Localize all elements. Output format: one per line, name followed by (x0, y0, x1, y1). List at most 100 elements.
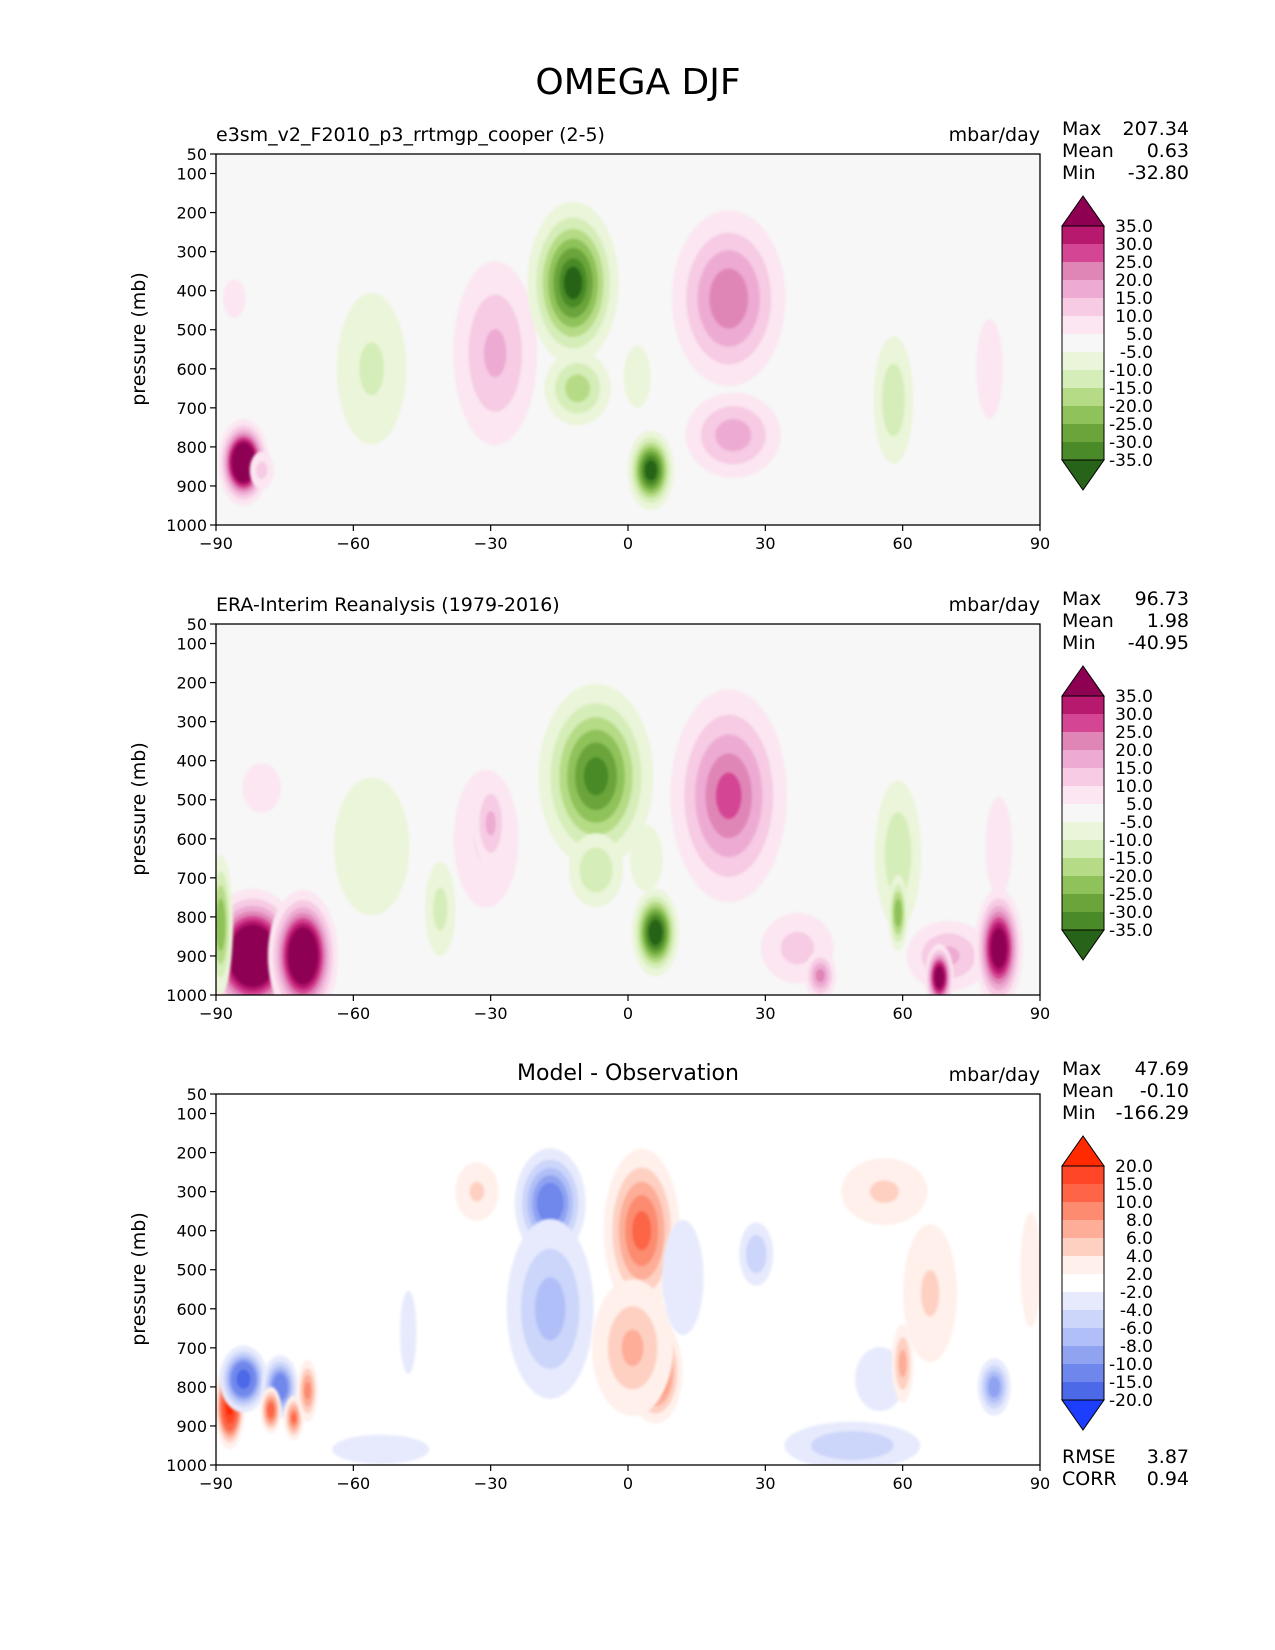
y-tick-label: 100 (176, 635, 207, 654)
y-tick-label: 200 (176, 674, 207, 693)
colorbar-segment (1062, 352, 1104, 370)
positive-anomaly-cell (223, 279, 246, 318)
contour-core (993, 826, 1005, 867)
contour-core (217, 909, 224, 941)
colorbar-tick-label: 15.0 (1115, 759, 1153, 779)
contour-core (936, 971, 942, 984)
positive-anomaly-cell (974, 888, 1023, 995)
panel-title: ERA-Interim Reanalysis (1979-2016) (216, 594, 560, 616)
colorbar-tick-label: -35.0 (1109, 921, 1153, 941)
contour-core (542, 1192, 558, 1215)
colorbar-tick-label: 10.0 (1115, 307, 1153, 327)
colorbar-tick-label: 4.0 (1126, 1247, 1153, 1267)
x-tick-label: 0 (623, 1004, 633, 1023)
colorbar-tick-label: 2.0 (1126, 1265, 1153, 1285)
positive-anomaly-cell (455, 1162, 499, 1221)
colorbar-tick-label: 30.0 (1115, 235, 1153, 255)
positive-anomaly-cell (985, 796, 1013, 897)
contour-core (834, 1439, 871, 1452)
x-tick-label: 60 (892, 1474, 912, 1493)
colorbar-tick-label: 10.0 (1115, 777, 1153, 797)
x-tick-label: −90 (199, 1004, 233, 1023)
stat-label: Mean (1062, 140, 1114, 162)
negative-anomaly-cell (527, 201, 619, 364)
x-tick-label: 90 (1030, 534, 1050, 553)
negative-anomaly-cell (337, 293, 407, 445)
colorbar-extend-max (1061, 195, 1105, 227)
negative-anomaly-cell (875, 780, 922, 929)
colorbar-segment (1062, 894, 1104, 912)
colorbar-tick-label: 8.0 (1126, 1211, 1153, 1231)
negative-anomaly-cell (400, 1290, 417, 1374)
y-tick-label: 700 (176, 1339, 207, 1358)
negative-anomaly-cell (977, 1358, 1011, 1416)
contour-core (633, 1213, 650, 1249)
contour-core (721, 424, 746, 446)
contour-core (888, 382, 899, 418)
x-tick-label: −30 (474, 1004, 508, 1023)
colorbar-segment (1062, 244, 1104, 262)
colorbar-tick-label: -15.0 (1109, 379, 1153, 399)
positive-anomaly-cell (267, 889, 339, 995)
colorbar-segment (1062, 840, 1104, 858)
colorbar-tick-label: 5.0 (1126, 325, 1153, 345)
contour-core (631, 363, 643, 390)
stats-block: Max 47.69 Mean -0.10 Min -166.29 (1062, 1058, 1189, 1124)
colorbar-segment (1062, 1238, 1104, 1256)
stat-label: Max (1062, 118, 1101, 140)
y-tick-label: 300 (176, 713, 207, 732)
positive-anomaly-cell (670, 689, 787, 903)
contour-core (588, 860, 604, 880)
plot-area (215, 153, 1041, 526)
stat-value: 0.94 (1147, 1468, 1189, 1490)
contour-core (673, 1252, 692, 1303)
y-tick-label: 50 (187, 1085, 207, 1104)
stat-label: Mean (1062, 610, 1114, 632)
colorbar-tick-label: 15.0 (1115, 289, 1153, 309)
colorbar-tick-label: -30.0 (1109, 433, 1153, 453)
colorbar: 20.015.010.08.06.04.02.0-2.0-4.0-6.0-8.0… (1061, 1135, 1153, 1431)
colorbar-tick-label: -25.0 (1109, 885, 1153, 905)
stat-value: 0.63 (1147, 140, 1189, 162)
contour-core (486, 811, 496, 836)
stat-label: Min (1062, 632, 1096, 654)
stat-value: 47.69 (1135, 1058, 1189, 1080)
contour-core (469, 1181, 485, 1202)
y-tick-label: 600 (176, 360, 207, 379)
colorbar-tick-label: -2.0 (1120, 1283, 1153, 1303)
colorbar-segment (1062, 280, 1104, 298)
colorbar-tick-label: 30.0 (1115, 705, 1153, 725)
y-axis-label: pressure (mb) (128, 742, 150, 876)
stat-label: Min (1062, 162, 1096, 184)
y-tick-label: 900 (176, 1417, 207, 1436)
positive-anomaly-cell (804, 951, 837, 995)
x-tick-label: 60 (892, 1004, 912, 1023)
x-tick-label: −90 (199, 1474, 233, 1493)
x-tick-label: −60 (336, 1474, 370, 1493)
stat-value: -166.29 (1116, 1102, 1189, 1124)
colorbar: 35.030.025.020.015.010.05.0-5.0-10.0-15.… (1061, 665, 1153, 961)
colorbar-segment (1062, 822, 1104, 840)
stats-block: Max 96.73 Mean 1.98 Min -40.95 (1062, 588, 1189, 654)
contour-core (584, 757, 608, 796)
y-tick-label: 400 (176, 752, 207, 771)
stat-label: Mean (1062, 1080, 1114, 1102)
negative-anomaly-cell (332, 1434, 430, 1464)
contour-core (404, 1313, 412, 1351)
y-tick-label: 800 (176, 908, 207, 927)
colorbar-tick-label: 20.0 (1115, 1157, 1153, 1177)
y-tick-label: 100 (176, 1105, 207, 1124)
positive-anomaly-cell (685, 392, 781, 478)
contour-core (569, 379, 586, 398)
colorbar-segment (1062, 732, 1104, 750)
contour-core (305, 1383, 310, 1398)
plot-area (215, 1093, 1041, 1466)
colorbar-segment (1062, 1166, 1104, 1184)
panel-difference: Model - Observation mbar/day pressure (m… (128, 1058, 1189, 1493)
colorbar-tick-label: 15.0 (1115, 1175, 1153, 1195)
y-axis-label: pressure (mb) (128, 1212, 150, 1346)
contour-core (900, 1353, 906, 1374)
colorbar-segment (1062, 804, 1104, 822)
figure-title: OMEGA DJF (535, 62, 740, 103)
